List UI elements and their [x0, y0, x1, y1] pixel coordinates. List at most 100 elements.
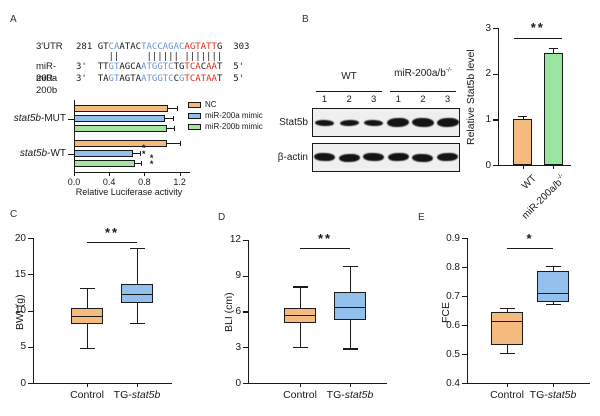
error-bar-cap: [176, 106, 178, 111]
panel-label-c: C: [10, 209, 18, 220]
error-bar: [553, 48, 555, 54]
y-axis-tick: [243, 347, 248, 349]
error-bar-cap: [179, 141, 181, 146]
y-axis-title: BWI (g): [14, 294, 26, 331]
significance-marker: *: [526, 231, 534, 246]
error-bar-cap: [172, 116, 174, 121]
western-blot: WT miR-200a/b-/- 1 2 3 1 2 3 Stat5b β-actin: [276, 60, 491, 185]
category-label: TG-stat5b: [529, 389, 577, 401]
blot-row-label: Stat5b: [279, 117, 308, 128]
whisker-cap: [343, 266, 358, 268]
sequence-label: 3'UTR: [36, 41, 63, 52]
y-axis-tick: [28, 274, 33, 276]
x-axis-tick: [179, 173, 181, 176]
category-tick: [137, 383, 139, 387]
legend-label: miR-200b mimic: [205, 122, 263, 131]
y-tick-label: 0.8: [446, 261, 460, 273]
y-axis-tick: [493, 165, 498, 167]
category-label: TG-stat5b: [113, 389, 161, 401]
y-tick-label: 0.4: [446, 377, 460, 389]
significance-line: [300, 248, 350, 250]
y-axis-title: Relative Stat5b level: [465, 49, 477, 146]
box: [491, 311, 523, 346]
y-tick-label: 10: [14, 305, 26, 316]
blot-group-label: miR-200a/b-/-: [394, 66, 452, 79]
category-tick: [553, 383, 555, 387]
blot-band: [314, 119, 335, 126]
y-tick-label: 0.7: [446, 290, 460, 302]
blot-band: [339, 119, 359, 126]
fce-box-plot: 0.4 0.5 0.6 0.7 0.8 0.9 Control TG-stat5b * FCE: [400, 205, 600, 416]
blot-band: [338, 153, 360, 162]
y-axis-line: [498, 28, 500, 165]
bar: [74, 150, 133, 157]
y-tick-label: 0.6: [446, 319, 460, 331]
y-tick-label: 1: [485, 113, 491, 125]
y-tick-label: 5: [20, 341, 26, 353]
category-tick: [300, 383, 302, 387]
median-line: [121, 293, 153, 296]
significance-line: [87, 242, 137, 244]
x-tick-label: 0.4: [102, 177, 116, 187]
y-tick-label: 0.9: [446, 232, 460, 244]
y-axis-title: BLI (cm): [223, 292, 235, 333]
error-bar: [134, 163, 141, 164]
sequence-alignment: 3'UTR 281 GTCAATACTACCAGACAGTATTG 303 || …: [36, 41, 250, 96]
whisker: [350, 319, 352, 349]
median-line: [284, 315, 316, 317]
category-label: TG-stat5b: [326, 389, 374, 401]
median-line: [71, 315, 103, 317]
error-bar: [167, 128, 175, 129]
group-label: stat5b-WT: [19, 147, 66, 159]
x-axis-title: Relative Luciferase activity: [75, 187, 183, 197]
blot-group-underline: [390, 91, 456, 93]
x-tick-label: 0.0: [67, 177, 81, 187]
y-tick-label: 3: [235, 341, 241, 353]
whisker: [350, 266, 352, 293]
bli-box-plot: 0 3 6 9 12 Control TG-stat5b ** BLI (cm): [205, 205, 400, 416]
y-axis-tick: [462, 296, 467, 298]
whisker: [553, 265, 555, 272]
significance-marker: * *: [142, 143, 146, 159]
y-tick-label: 0: [20, 377, 26, 389]
lane-number: 1: [395, 94, 401, 105]
y-axis-tick: [28, 383, 33, 385]
category-label: Control: [283, 389, 317, 401]
x-axis-line: [33, 383, 172, 385]
blot-group-underline: [316, 91, 382, 93]
y-tick-label: 12: [229, 234, 241, 246]
lane-number: 2: [420, 94, 426, 105]
blot-band: [364, 119, 384, 126]
y-axis-tick: [243, 311, 248, 313]
category-label: Control: [490, 389, 524, 401]
error-bar: [522, 115, 524, 120]
blot-row-label: β-actin: [277, 152, 308, 163]
panel-label-a: A: [10, 14, 17, 25]
category-tick: [522, 165, 524, 169]
y-axis-line: [467, 238, 469, 383]
y-axis-tick: [243, 239, 248, 242]
whisker-cap: [343, 348, 358, 350]
median-line: [491, 320, 523, 323]
significance-line: [513, 38, 562, 40]
x-axis-line: [248, 383, 387, 385]
whisker-cap: [546, 265, 561, 267]
sequence-text: 281 GTCAATACTACCAGACAGTATTG 303: [76, 42, 250, 52]
box: [334, 292, 366, 320]
whisker: [553, 301, 555, 305]
error-bar-cap: [140, 151, 141, 156]
y-axis-tick: [243, 275, 248, 277]
y-tick-label: 9: [235, 270, 241, 282]
x-axis-line: [467, 383, 590, 385]
y-axis-line: [33, 238, 35, 383]
y-tick-label: 0.5: [446, 348, 460, 360]
whisker: [507, 345, 509, 353]
y-axis-tick: [28, 310, 33, 312]
y-tick-label: 20: [14, 232, 26, 244]
whisker: [87, 288, 89, 308]
y-tick-label: 15: [14, 268, 26, 280]
y-axis-tick: [493, 28, 498, 30]
blot-box: [312, 143, 460, 172]
y-axis-tick: [462, 354, 467, 356]
